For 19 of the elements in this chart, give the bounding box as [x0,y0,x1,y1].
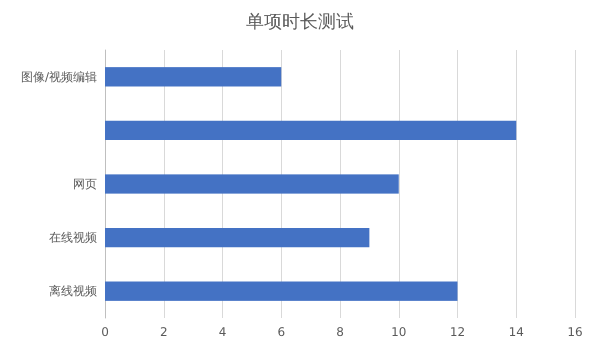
x-tick-label: 0 [101,325,109,339]
y-tick-label: 网页 [73,177,97,191]
x-tick-label: 10 [391,325,406,339]
x-tick-label: 14 [508,325,524,339]
x-tick-label: 4 [218,325,226,339]
x-tick-label: 2 [160,325,168,339]
x-tick-label: 8 [336,325,344,339]
y-tick-label: 图像/视频编辑 [20,70,97,84]
bar [105,67,282,86]
x-tick-label: 6 [277,325,286,339]
x-tick-label: 16 [567,325,583,339]
bar [105,228,370,248]
y-tick-label: 在线视频 [49,230,97,245]
y-tick-label: 离线视频 [49,284,97,298]
bar [105,282,458,301]
x-tick-label: 12 [450,325,466,339]
bar [105,174,399,194]
bar [105,120,516,140]
chart-title: 单项时长测试 [246,12,354,32]
